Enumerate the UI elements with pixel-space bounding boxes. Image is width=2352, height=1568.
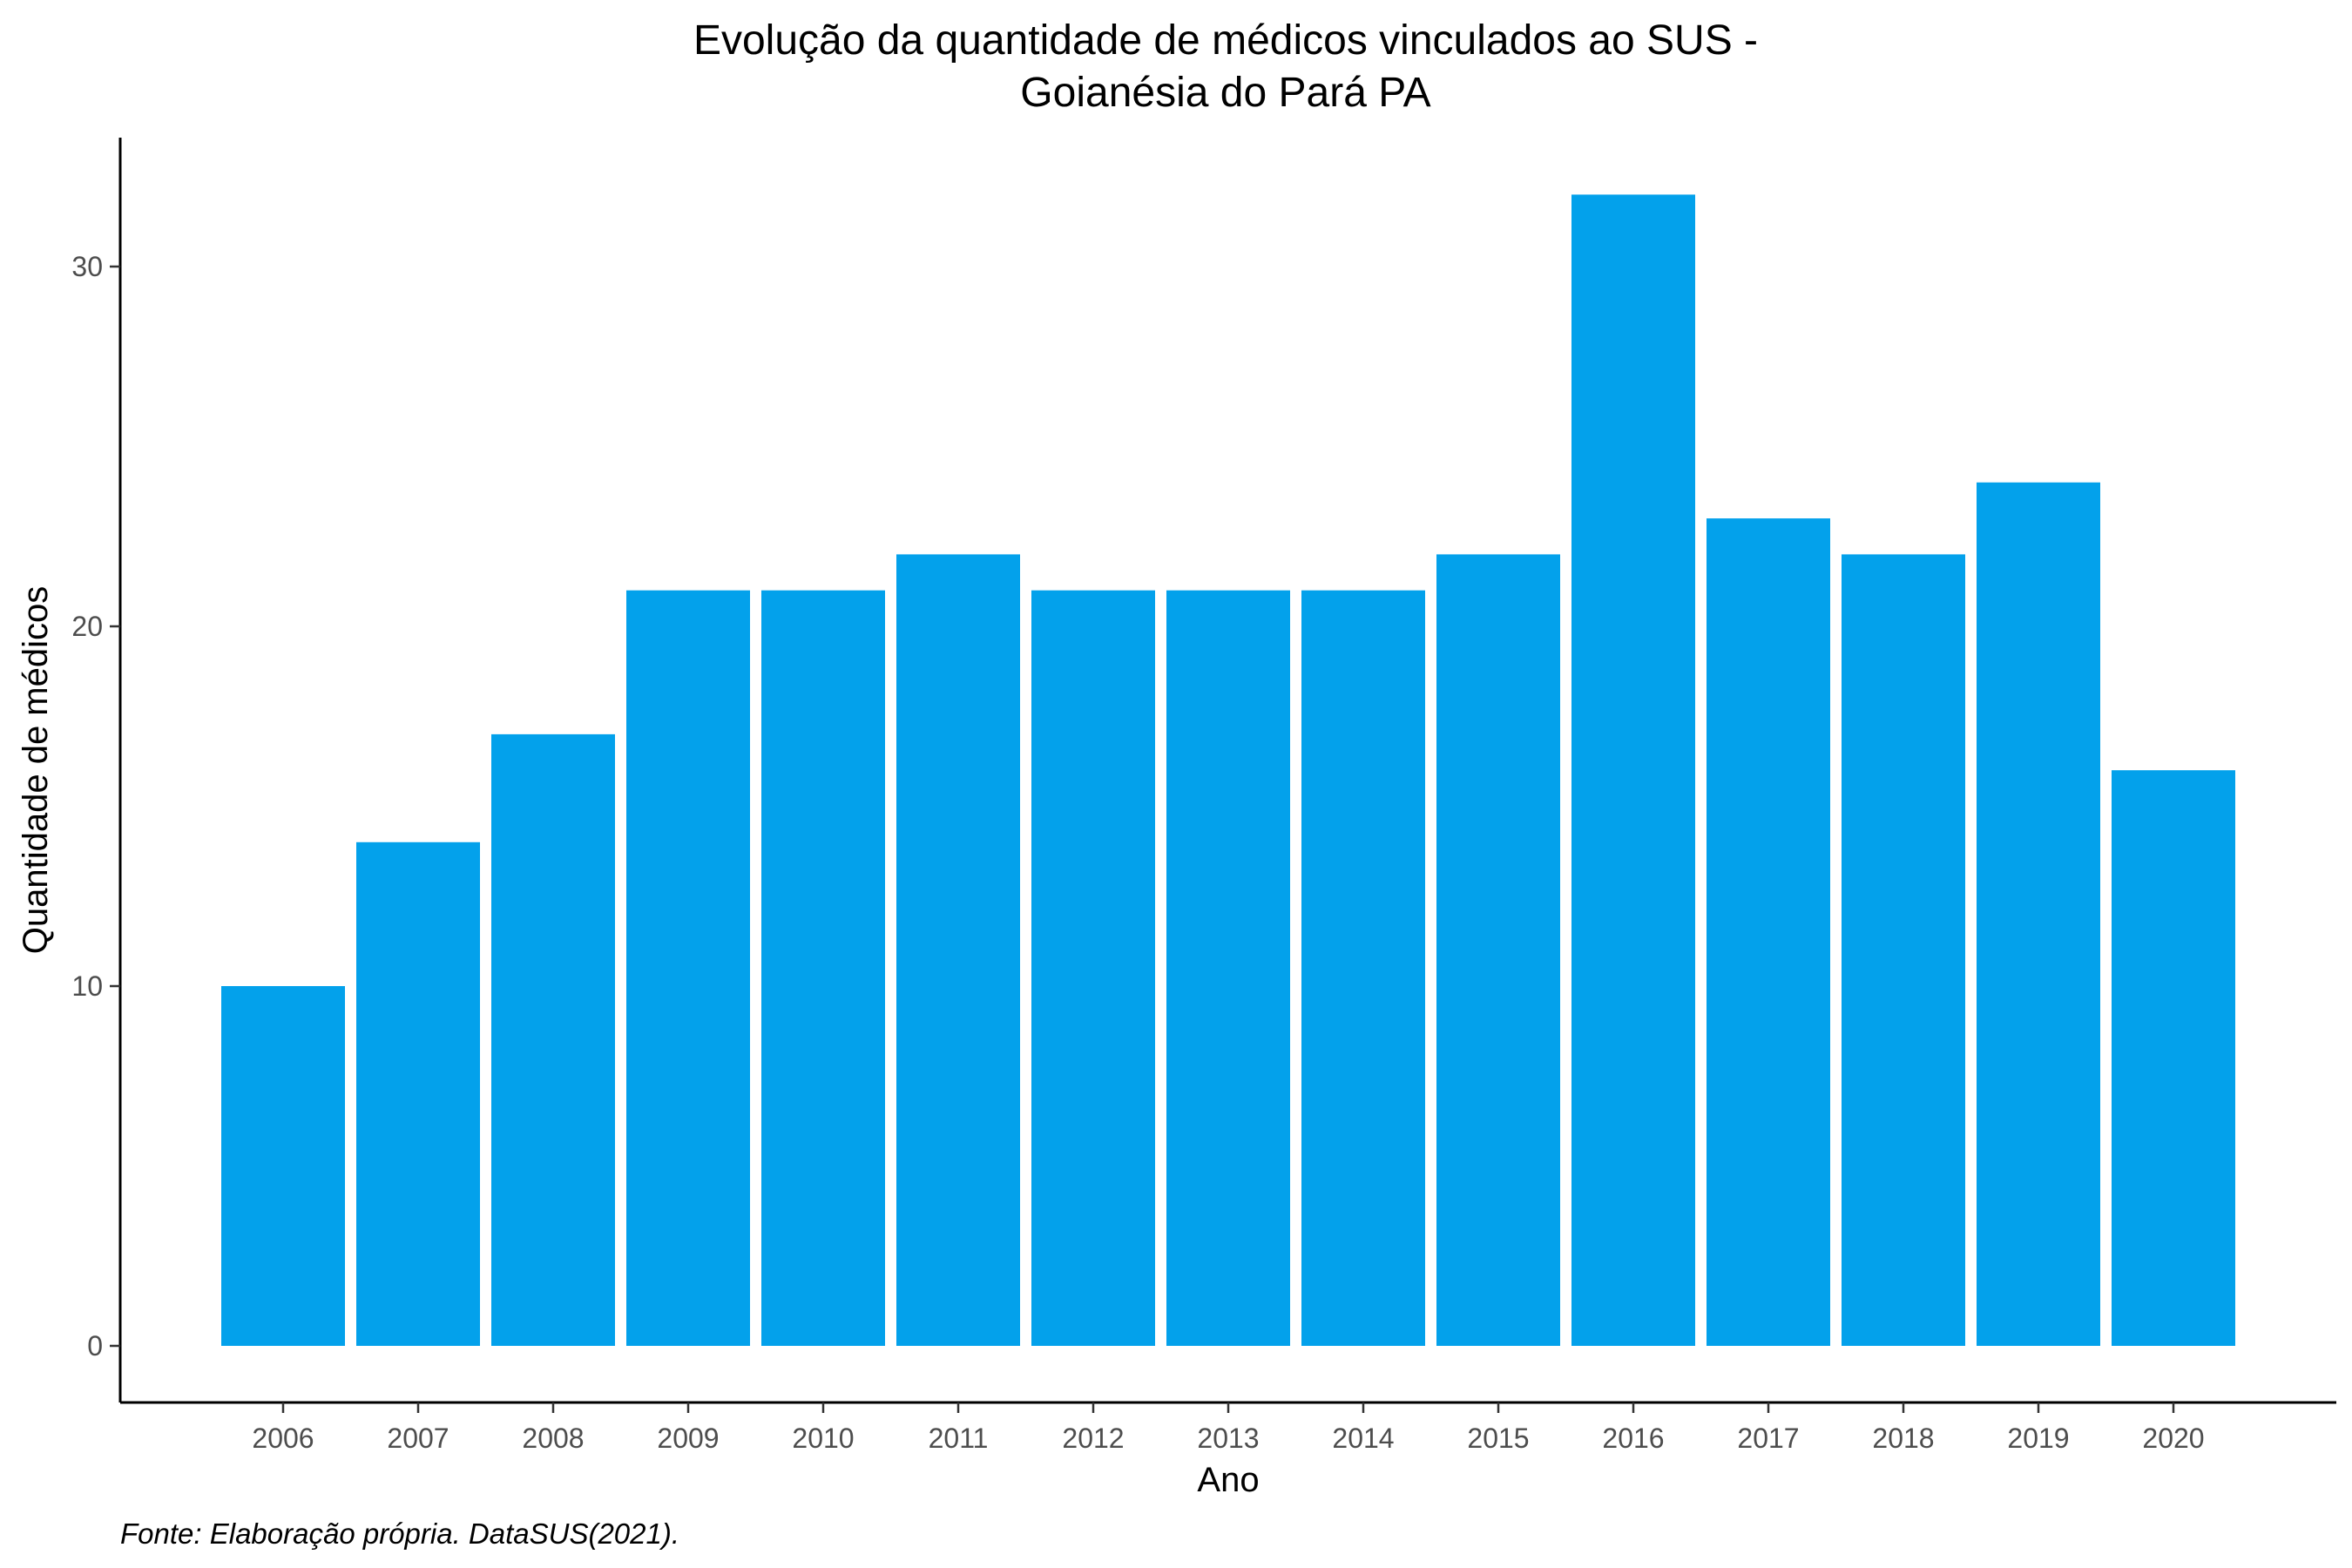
bar-2011 <box>896 554 1020 1346</box>
bar-2013 <box>1166 590 1290 1346</box>
bar-2014 <box>1301 590 1425 1346</box>
x-tick-label-2011: 2011 <box>929 1423 989 1454</box>
y-axis-title: Quantidade de médicos <box>17 586 55 955</box>
x-tick-label-2019: 2019 <box>2007 1423 2069 1454</box>
bar-2009 <box>626 590 750 1346</box>
x-tick-label-2009: 2009 <box>657 1423 719 1454</box>
bars-group <box>221 194 2235 1346</box>
bar-2007 <box>356 841 480 1346</box>
bar-2020 <box>2112 770 2235 1346</box>
x-tick-label-2016: 2016 <box>1602 1423 1664 1454</box>
bar-2017 <box>1707 518 1830 1346</box>
y-ticks-group: 0 10 20 30 <box>71 251 120 1362</box>
x-tick-label-2015: 2015 <box>1467 1423 1529 1454</box>
x-tick-label-2017: 2017 <box>1737 1423 1799 1454</box>
bar-2008 <box>491 733 615 1346</box>
x-tick-label-2018: 2018 <box>1872 1423 1934 1454</box>
x-tick-label-2007: 2007 <box>387 1423 449 1454</box>
bar-2006 <box>221 986 345 1346</box>
bar-2015 <box>1436 554 1560 1346</box>
bar-2016 <box>1571 194 1695 1346</box>
chart-title-line-1: Evolução da quantidade de médicos vincul… <box>693 17 1758 64</box>
x-ticks-group: 2006 2007 2008 2009 2010 2011 2012 2013 2014 2015… <box>252 1402 2205 1454</box>
chart-title-line-2: Goianésia do Pará PA <box>1020 70 1430 116</box>
bar-2012 <box>1031 590 1155 1346</box>
y-tick-label-30: 30 <box>71 251 103 282</box>
x-axis-title: Ano <box>1197 1461 1259 1499</box>
bar-2019 <box>1977 482 2100 1346</box>
bar-2010 <box>761 590 885 1346</box>
y-tick-label-0: 0 <box>87 1330 103 1362</box>
y-tick-label-10: 10 <box>71 970 103 1002</box>
x-tick-label-2010: 2010 <box>792 1423 854 1454</box>
bar-2018 <box>1842 554 1965 1346</box>
x-tick-label-2008: 2008 <box>522 1423 584 1454</box>
x-tick-label-2013: 2013 <box>1197 1423 1259 1454</box>
x-tick-label-2006: 2006 <box>252 1423 314 1454</box>
source-caption: Fonte: Elaboração própria. DataSUS(2021)… <box>120 1517 679 1550</box>
y-tick-label-20: 20 <box>71 611 103 642</box>
x-tick-label-2020: 2020 <box>2142 1423 2204 1454</box>
x-tick-label-2014: 2014 <box>1332 1423 1394 1454</box>
x-tick-label-2012: 2012 <box>1062 1423 1124 1454</box>
